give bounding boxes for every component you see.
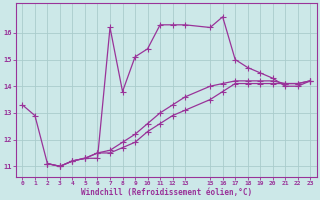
- X-axis label: Windchill (Refroidissement éolien,°C): Windchill (Refroidissement éolien,°C): [81, 188, 252, 197]
